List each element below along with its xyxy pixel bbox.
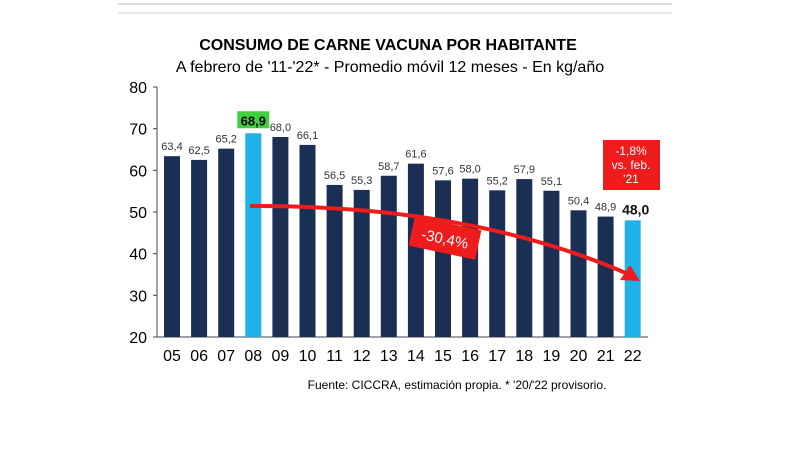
footnote: Fuente: CICCRA, estimación propia. * '20… — [308, 378, 607, 392]
x-tick-label: 12 — [353, 348, 371, 365]
bar-20 — [570, 210, 587, 337]
value-label: 68,9 — [241, 113, 266, 128]
bar-11 — [326, 184, 343, 337]
trend-badge-bg — [408, 216, 482, 260]
y-tick-label: 20 — [129, 330, 147, 347]
x-tick-label: 07 — [217, 348, 235, 365]
value-label: 50,4 — [568, 195, 589, 207]
x-tick-label: 13 — [380, 348, 398, 365]
x-tick-label: 06 — [190, 348, 208, 365]
value-label: 61,6 — [405, 149, 426, 161]
yoy-badge — [603, 140, 660, 190]
y-tick-label: 60 — [129, 163, 147, 180]
value-label: 66,1 — [297, 130, 318, 142]
bar-18 — [516, 179, 533, 337]
x-tick-label: 14 — [407, 348, 425, 365]
value-label: 62,5 — [188, 145, 209, 157]
value-label: 63,4 — [161, 141, 182, 153]
bar-17 — [489, 190, 506, 337]
value-label: 58,7 — [378, 161, 399, 173]
bar-19 — [543, 190, 560, 337]
yoy-label: vs. feb. — [612, 158, 651, 172]
value-label: 55,3 — [351, 175, 372, 187]
x-tick-label: 20 — [570, 348, 588, 365]
chart-title: CONSUMO DE CARNE VACUNA POR HABITANTE — [199, 37, 577, 54]
y-tick-label: 80 — [129, 80, 147, 97]
chart-subtitle: A febrero de '11-'22* - Promedio móvil 1… — [176, 59, 604, 76]
value-label: 55,2 — [486, 175, 507, 187]
bar-13 — [380, 175, 397, 337]
x-tick-label: 05 — [163, 348, 181, 365]
x-tick-label: 11 — [326, 348, 343, 365]
value-label: 57,6 — [432, 165, 453, 177]
y-tick-label: 50 — [129, 205, 147, 222]
value-label: 56,5 — [324, 170, 345, 182]
value-label: 65,2 — [215, 134, 236, 146]
x-tick-label: 17 — [488, 348, 506, 365]
x-tick-label: 19 — [543, 348, 561, 365]
yoy-label: '21 — [623, 172, 639, 186]
bar-15 — [435, 180, 451, 337]
bar-06 — [191, 159, 208, 337]
bar-10 — [299, 144, 316, 337]
bar-14 — [407, 163, 424, 337]
bar-21 — [597, 216, 614, 337]
bar-08 — [245, 133, 262, 337]
yoy-label: -1,8% — [615, 144, 647, 158]
x-tick-label: 10 — [299, 348, 317, 365]
trend-arrow — [249, 203, 629, 276]
bar-05 — [164, 156, 180, 337]
trend-badge: -30,4% — [408, 216, 482, 260]
x-tick-label: 16 — [461, 348, 479, 365]
value-label: 48,9 — [595, 202, 616, 214]
x-tick-label: 18 — [515, 348, 533, 365]
value-label: 48,0 — [622, 201, 649, 217]
bar-09 — [272, 137, 289, 337]
x-tick-label: 09 — [272, 348, 290, 365]
x-tick-label: 15 — [434, 348, 452, 365]
arrow-head-icon — [620, 265, 640, 281]
bar-07 — [218, 148, 235, 337]
value-label-highlight-box — [237, 111, 270, 129]
y-tick-label: 30 — [129, 288, 147, 305]
value-label: 58,0 — [459, 164, 480, 176]
y-tick-label: 40 — [129, 247, 147, 264]
x-tick-label: 08 — [244, 348, 262, 365]
value-label: 68,0 — [270, 122, 291, 134]
value-label: 55,1 — [541, 176, 562, 188]
value-label: 57,9 — [514, 164, 535, 176]
x-tick-label: 21 — [597, 348, 615, 365]
x-tick-label: 22 — [624, 348, 642, 365]
bar-12 — [353, 189, 370, 337]
y-tick-label: 70 — [129, 122, 147, 139]
